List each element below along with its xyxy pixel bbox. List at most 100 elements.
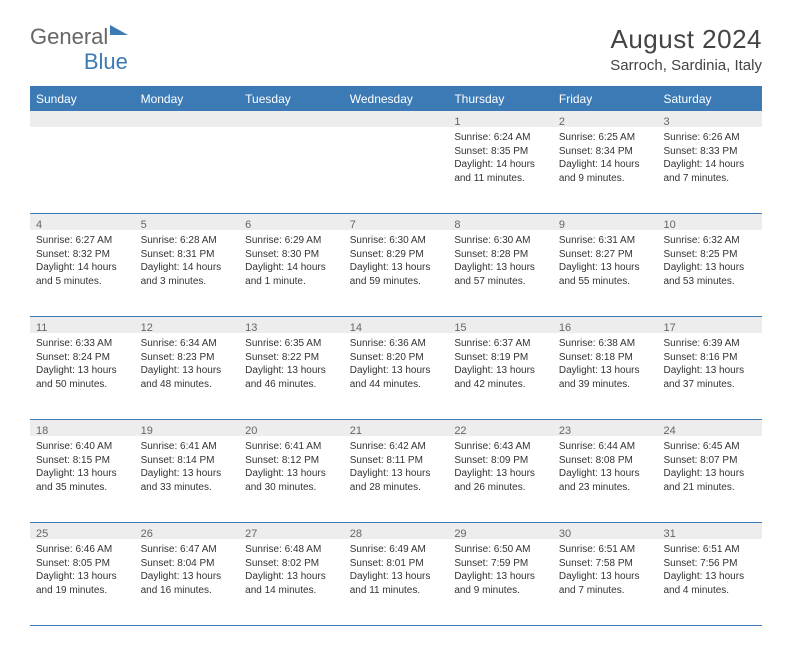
daynum-cell: 24 — [657, 420, 762, 436]
day-cell: Sunrise: 6:36 AMSunset: 8:20 PMDaylight:… — [344, 333, 449, 419]
daynum-cell: 23 — [553, 420, 658, 436]
sunrise-line: Sunrise: 6:36 AM — [350, 337, 443, 351]
title-block: August 2024 Sarroch, Sardinia, Italy — [610, 24, 762, 74]
week-row: Sunrise: 6:40 AMSunset: 8:15 PMDaylight:… — [30, 436, 762, 523]
weekday-header: Monday — [135, 88, 240, 111]
day-cell: Sunrise: 6:48 AMSunset: 8:02 PMDaylight:… — [239, 539, 344, 625]
day-cell: Sunrise: 6:45 AMSunset: 8:07 PMDaylight:… — [657, 436, 762, 522]
day-cell: Sunrise: 6:26 AMSunset: 8:33 PMDaylight:… — [657, 127, 762, 213]
day-cell: Sunrise: 6:49 AMSunset: 8:01 PMDaylight:… — [344, 539, 449, 625]
day-info: Sunrise: 6:40 AMSunset: 8:15 PMDaylight:… — [36, 438, 129, 494]
daylight-line: Daylight: 13 hours and 19 minutes. — [36, 570, 129, 597]
day-info: Sunrise: 6:50 AMSunset: 7:59 PMDaylight:… — [454, 541, 547, 597]
daylight-line: Daylight: 13 hours and 44 minutes. — [350, 364, 443, 391]
brand-part1: General — [30, 24, 108, 50]
day-cell: Sunrise: 6:51 AMSunset: 7:56 PMDaylight:… — [657, 539, 762, 625]
daylight-line: Daylight: 14 hours and 7 minutes. — [663, 158, 756, 185]
daylight-line: Daylight: 13 hours and 23 minutes. — [559, 467, 652, 494]
week-row: Sunrise: 6:33 AMSunset: 8:24 PMDaylight:… — [30, 333, 762, 420]
daylight-line: Daylight: 13 hours and 50 minutes. — [36, 364, 129, 391]
sunset-line: Sunset: 8:19 PM — [454, 351, 547, 365]
empty-cell — [239, 127, 344, 213]
day-cell: Sunrise: 6:25 AMSunset: 8:34 PMDaylight:… — [553, 127, 658, 213]
day-cell: Sunrise: 6:34 AMSunset: 8:23 PMDaylight:… — [135, 333, 240, 419]
daylight-line: Daylight: 14 hours and 5 minutes. — [36, 261, 129, 288]
weekday-header: Thursday — [448, 88, 553, 111]
day-info: Sunrise: 6:25 AMSunset: 8:34 PMDaylight:… — [559, 129, 652, 185]
sunset-line: Sunset: 8:16 PM — [663, 351, 756, 365]
sunset-line: Sunset: 8:02 PM — [245, 557, 338, 571]
sunrise-line: Sunrise: 6:41 AM — [141, 440, 234, 454]
daynum-row: 25262728293031 — [30, 523, 762, 539]
day-cell: Sunrise: 6:30 AMSunset: 8:28 PMDaylight:… — [448, 230, 553, 316]
sunset-line: Sunset: 8:09 PM — [454, 454, 547, 468]
day-info: Sunrise: 6:41 AMSunset: 8:12 PMDaylight:… — [245, 438, 338, 494]
daynum-cell: 3 — [657, 111, 762, 127]
sunset-line: Sunset: 8:31 PM — [141, 248, 234, 262]
sunset-line: Sunset: 7:59 PM — [454, 557, 547, 571]
daynum-cell: 30 — [553, 523, 658, 539]
sunset-line: Sunset: 8:24 PM — [36, 351, 129, 365]
week-row: Sunrise: 6:24 AMSunset: 8:35 PMDaylight:… — [30, 127, 762, 214]
day-cell: Sunrise: 6:24 AMSunset: 8:35 PMDaylight:… — [448, 127, 553, 213]
weeks-container: 12 3 Sunrise: 6:24 AMSunset: 8:35 PMDaylig… — [30, 111, 762, 626]
day-info: Sunrise: 6:45 AMSunset: 8:07 PMDaylight:… — [663, 438, 756, 494]
sunset-line: Sunset: 8:29 PM — [350, 248, 443, 262]
sunrise-line: Sunrise: 6:48 AM — [245, 543, 338, 557]
sunrise-line: Sunrise: 6:49 AM — [350, 543, 443, 557]
sunset-line: Sunset: 8:27 PM — [559, 248, 652, 262]
sunset-line: Sunset: 8:25 PM — [663, 248, 756, 262]
day-cell: Sunrise: 6:31 AMSunset: 8:27 PMDaylight:… — [553, 230, 658, 316]
sunrise-line: Sunrise: 6:38 AM — [559, 337, 652, 351]
daylight-line: Daylight: 14 hours and 11 minutes. — [454, 158, 547, 185]
daynum-cell: 12 — [135, 317, 240, 333]
daynum-cell: 16 — [553, 317, 658, 333]
brand-part2: Blue — [84, 49, 128, 75]
daylight-line: Daylight: 13 hours and 46 minutes. — [245, 364, 338, 391]
weekday-header: Friday — [553, 88, 658, 111]
daynum-cell: 19 — [135, 420, 240, 436]
daylight-line: Daylight: 13 hours and 9 minutes. — [454, 570, 547, 597]
daylight-line: Daylight: 13 hours and 16 minutes. — [141, 570, 234, 597]
sunset-line: Sunset: 8:33 PM — [663, 145, 756, 159]
day-info: Sunrise: 6:29 AMSunset: 8:30 PMDaylight:… — [245, 232, 338, 288]
daylight-line: Daylight: 13 hours and 14 minutes. — [245, 570, 338, 597]
day-info: Sunrise: 6:31 AMSunset: 8:27 PMDaylight:… — [559, 232, 652, 288]
sunset-line: Sunset: 8:20 PM — [350, 351, 443, 365]
day-cell: Sunrise: 6:39 AMSunset: 8:16 PMDaylight:… — [657, 333, 762, 419]
week-row: Sunrise: 6:46 AMSunset: 8:05 PMDaylight:… — [30, 539, 762, 626]
sunrise-line: Sunrise: 6:30 AM — [454, 234, 547, 248]
sunrise-line: Sunrise: 6:42 AM — [350, 440, 443, 454]
daynum-cell: 28 — [344, 523, 449, 539]
day-cell: Sunrise: 6:35 AMSunset: 8:22 PMDaylight:… — [239, 333, 344, 419]
month-title: August 2024 — [610, 24, 762, 55]
daynum-row: 11121314151617 — [30, 317, 762, 333]
page-header: General August 2024 Sarroch, Sardinia, I… — [30, 24, 762, 74]
calendar-page: General August 2024 Sarroch, Sardinia, I… — [0, 0, 792, 646]
sunrise-line: Sunrise: 6:26 AM — [663, 131, 756, 145]
daylight-line: Daylight: 13 hours and 42 minutes. — [454, 364, 547, 391]
calendar-grid: SundayMondayTuesdayWednesdayThursdayFrid… — [30, 86, 762, 626]
daynum-cell: 13 — [239, 317, 344, 333]
daylight-line: Daylight: 14 hours and 1 minute. — [245, 261, 338, 288]
sunrise-line: Sunrise: 6:39 AM — [663, 337, 756, 351]
weekday-header: Saturday — [657, 88, 762, 111]
location-subtitle: Sarroch, Sardinia, Italy — [610, 57, 762, 74]
sunrise-line: Sunrise: 6:29 AM — [245, 234, 338, 248]
daynum-cell: 11 — [30, 317, 135, 333]
sunset-line: Sunset: 8:28 PM — [454, 248, 547, 262]
daynum-cell: 31 — [657, 523, 762, 539]
sunset-line: Sunset: 8:22 PM — [245, 351, 338, 365]
sunrise-line: Sunrise: 6:34 AM — [141, 337, 234, 351]
sunset-line: Sunset: 8:11 PM — [350, 454, 443, 468]
sunset-line: Sunset: 8:23 PM — [141, 351, 234, 365]
sunrise-line: Sunrise: 6:28 AM — [141, 234, 234, 248]
daylight-line: Daylight: 13 hours and 7 minutes. — [559, 570, 652, 597]
daynum-cell: 10 — [657, 214, 762, 230]
brand-logo: General — [30, 24, 128, 50]
weekday-header-row: SundayMondayTuesdayWednesdayThursdayFrid… — [30, 88, 762, 111]
sunrise-line: Sunrise: 6:25 AM — [559, 131, 652, 145]
daynum-cell: 7 — [344, 214, 449, 230]
daynum-cell — [239, 111, 344, 127]
sunset-line: Sunset: 8:01 PM — [350, 557, 443, 571]
